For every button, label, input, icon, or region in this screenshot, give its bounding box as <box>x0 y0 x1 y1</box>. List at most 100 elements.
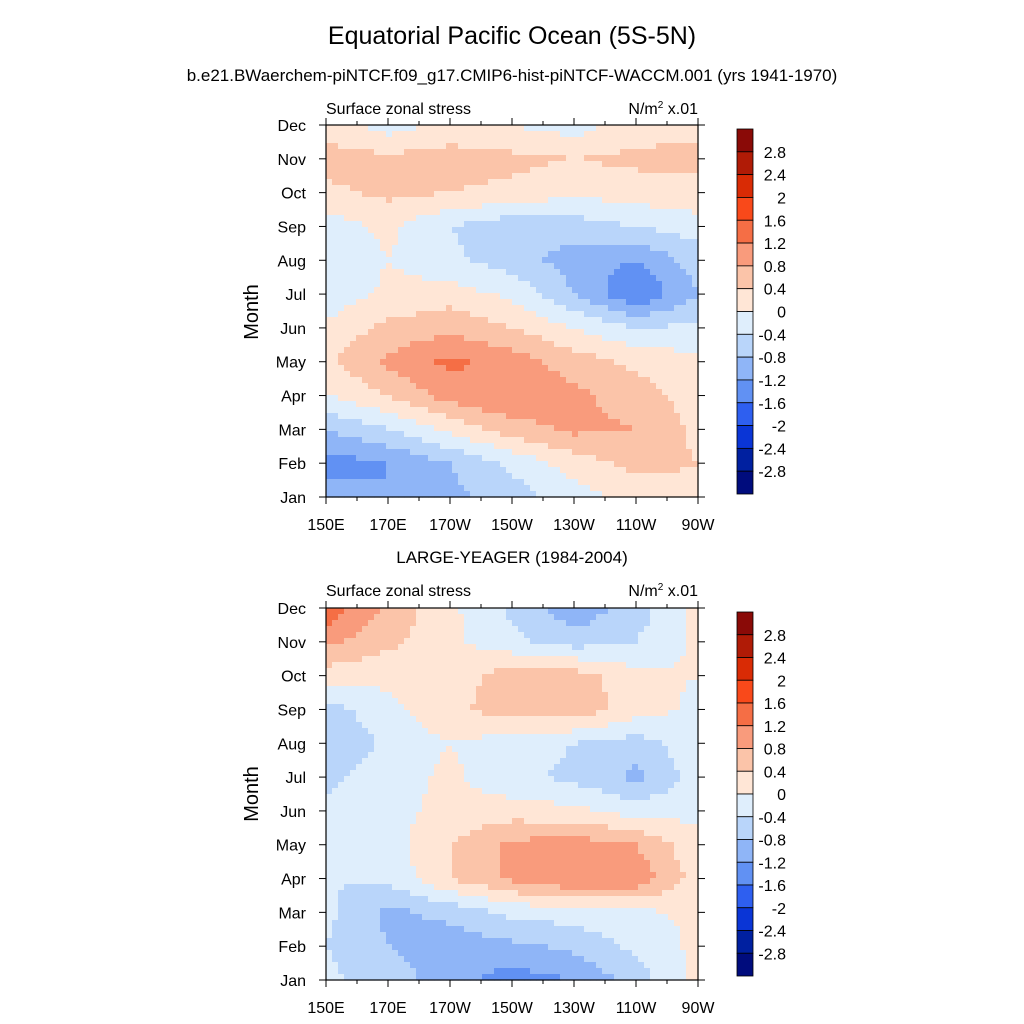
contour-cell <box>500 455 507 462</box>
contour-cell <box>416 866 423 873</box>
contour-cell <box>620 281 627 288</box>
contour-cell <box>692 269 699 276</box>
contour-cell <box>428 311 435 318</box>
contour-cell <box>422 377 429 384</box>
contour-cell <box>476 269 483 276</box>
contour-cell <box>530 161 537 168</box>
contour-cell <box>362 662 369 669</box>
contour-cell <box>446 155 453 162</box>
contour-cell <box>392 908 399 915</box>
contour-cell <box>470 203 477 210</box>
contour-cell <box>404 317 411 324</box>
contour-cell <box>386 944 393 951</box>
contour-cell <box>398 455 405 462</box>
contour-cell <box>680 413 687 420</box>
contour-cell <box>332 335 339 342</box>
contour-cell <box>632 155 639 162</box>
contour-cell <box>596 209 603 216</box>
contour-cell <box>626 203 633 210</box>
contour-cell <box>638 485 645 492</box>
contour-cell <box>506 425 513 432</box>
contour-cell <box>596 323 603 330</box>
contour-cell <box>356 728 363 735</box>
y-tick-label: Apr <box>281 389 307 406</box>
contour-cell <box>560 149 567 156</box>
contour-cell <box>470 167 477 174</box>
contour-cell <box>542 179 549 186</box>
contour-cell <box>416 353 423 360</box>
contour-cell <box>602 179 609 186</box>
contour-cell <box>410 830 417 837</box>
contour-cell <box>644 131 651 138</box>
contour-cell <box>626 197 633 204</box>
contour-cell <box>326 383 333 390</box>
contour-cell <box>548 359 555 366</box>
contour-cell <box>668 431 675 438</box>
contour-cell <box>326 890 333 897</box>
contour-cell <box>536 131 543 138</box>
contour-cell <box>446 125 453 132</box>
contour-cell <box>332 878 339 885</box>
contour-cell <box>554 203 561 210</box>
contour-cell <box>638 431 645 438</box>
contour-cell <box>506 431 513 438</box>
contour-cell <box>512 389 519 396</box>
contour-cell <box>332 389 339 396</box>
contour-cell <box>326 896 333 903</box>
contour-cell <box>608 179 615 186</box>
contour-cell <box>380 377 387 384</box>
contour-cell <box>656 335 663 342</box>
contour-cell <box>422 143 429 150</box>
contour-cell <box>650 347 657 354</box>
contour-cell <box>518 341 525 348</box>
contour-cell <box>374 221 381 228</box>
contour-cell <box>572 317 579 324</box>
contour-cell <box>542 245 549 252</box>
contour-cell <box>620 395 627 402</box>
contour-cell <box>632 203 639 210</box>
contour-cell <box>692 149 699 156</box>
contour-cell <box>668 383 675 390</box>
contour-cell <box>422 185 429 192</box>
contour-cell <box>464 347 471 354</box>
contour-cell <box>380 257 387 264</box>
contour-cell <box>380 608 387 615</box>
contour-cell <box>584 419 591 426</box>
contour-cell <box>482 395 489 402</box>
contour-cell <box>518 485 525 492</box>
contour-cell <box>344 866 351 873</box>
contour-cell <box>644 179 651 186</box>
contour-cell <box>356 329 363 336</box>
contour-cell <box>482 293 489 300</box>
contour-cell <box>404 686 411 693</box>
contour-cell <box>428 233 435 240</box>
contour-cell <box>404 125 411 132</box>
contour-cell <box>536 215 543 222</box>
contour-cell <box>380 455 387 462</box>
contour-cell <box>374 818 381 825</box>
contour-cell <box>356 155 363 162</box>
contour-cell <box>344 251 351 258</box>
contour-cell <box>374 161 381 168</box>
contour-cell <box>512 317 519 324</box>
contour-cell <box>374 962 381 969</box>
contour-cell <box>392 203 399 210</box>
contour-cell <box>572 233 579 240</box>
contour-cell <box>680 389 687 396</box>
contour-cell <box>644 197 651 204</box>
contour-cell <box>356 467 363 474</box>
contour-cell <box>332 848 339 855</box>
contour-cell <box>398 716 405 723</box>
contour-cell <box>596 443 603 450</box>
contour-cell <box>350 305 357 312</box>
contour-cell <box>506 293 513 300</box>
contour-cell <box>368 890 375 897</box>
contour-cell <box>530 281 537 288</box>
contour-cell <box>572 131 579 138</box>
contour-cell <box>494 431 501 438</box>
contour-cell <box>554 431 561 438</box>
contour-cell <box>416 794 423 801</box>
contour-cell <box>416 848 423 855</box>
contour-cell <box>620 305 627 312</box>
contour-cell <box>578 359 585 366</box>
